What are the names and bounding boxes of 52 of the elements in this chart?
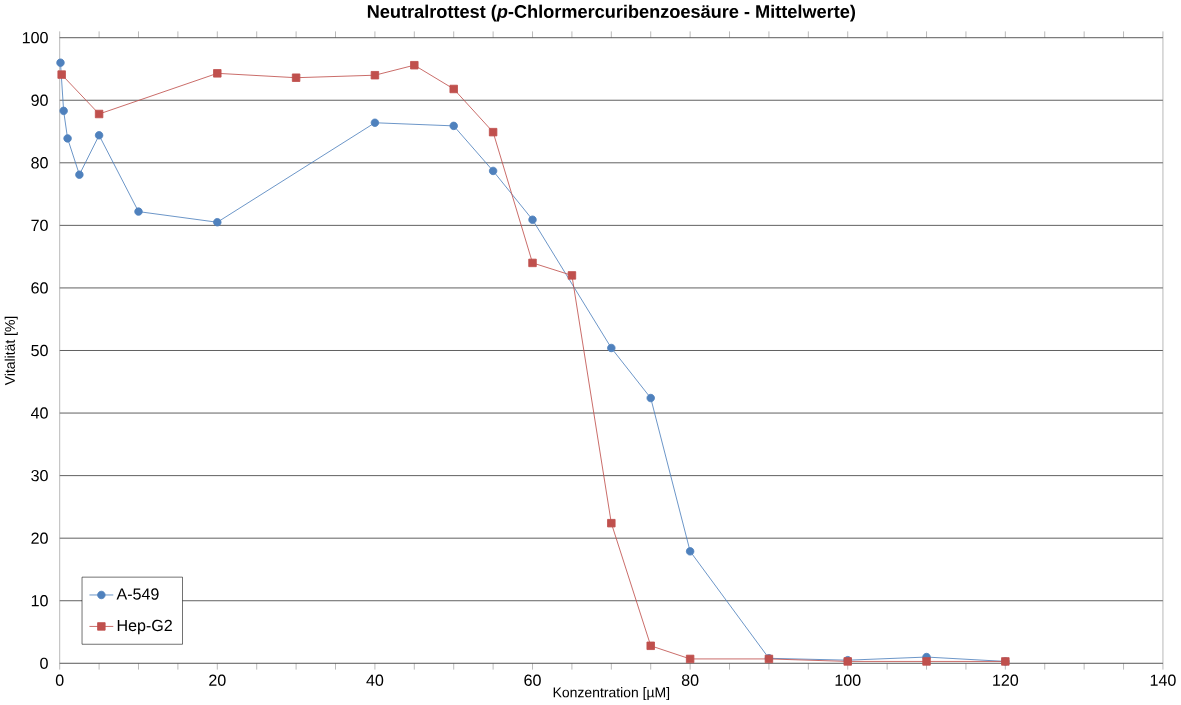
x-axis-title: Konzentration [µM]	[553, 687, 670, 701]
point	[59, 106, 68, 116]
point	[94, 131, 104, 140]
point	[370, 71, 380, 80]
x-tick-label: 120	[993, 674, 1019, 687]
y-tick-label: 40	[30, 407, 48, 419]
point	[488, 166, 498, 176]
point	[646, 393, 655, 403]
x-tick-label: 20	[209, 674, 226, 687]
y-tick-label: 90	[31, 94, 48, 107]
y-tick-label: 100	[22, 32, 48, 44]
point	[646, 641, 655, 651]
x-tick-label: 100	[835, 674, 861, 687]
point	[94, 109, 104, 119]
point	[449, 84, 458, 94]
point	[370, 118, 380, 128]
point	[488, 128, 498, 137]
point	[57, 70, 66, 79]
y-axis-title: Vitalität [%]	[4, 316, 18, 386]
point	[56, 58, 65, 67]
legend-label: Hep-G2	[117, 619, 172, 635]
y-tick-label: 10	[31, 595, 48, 607]
point	[567, 271, 577, 280]
point	[685, 547, 695, 556]
point	[213, 69, 222, 78]
point	[528, 215, 537, 225]
x-tick-label: 140	[1150, 674, 1176, 687]
chart-title: Neutralrottest (p-Chlormercuribenzoesäure - Mittelwerte)	[367, 4, 856, 22]
point	[685, 654, 695, 664]
legend-label: A-549	[116, 588, 159, 600]
y-tick-label: 20	[31, 532, 48, 544]
y-tick-label: 70	[31, 219, 48, 232]
y-tick-label: 0	[40, 657, 48, 670]
point	[607, 343, 616, 353]
y-tick-label: 80	[31, 157, 48, 169]
x-tick-label: 60	[524, 674, 541, 687]
point	[410, 61, 419, 70]
point	[291, 73, 301, 83]
point	[528, 258, 537, 268]
y-tick-label: 30	[31, 470, 48, 482]
point	[449, 121, 458, 131]
x-tick-label: 40	[366, 674, 384, 687]
x-tick-label: 80	[681, 674, 699, 687]
y-tick-label: 50	[31, 344, 48, 357]
x-tick-label: 0	[55, 674, 64, 687]
point	[213, 218, 222, 227]
y-tick-label: 60	[31, 282, 48, 294]
point	[63, 134, 72, 143]
point	[134, 207, 143, 216]
point	[607, 519, 616, 528]
point	[922, 657, 931, 666]
point	[75, 170, 84, 179]
